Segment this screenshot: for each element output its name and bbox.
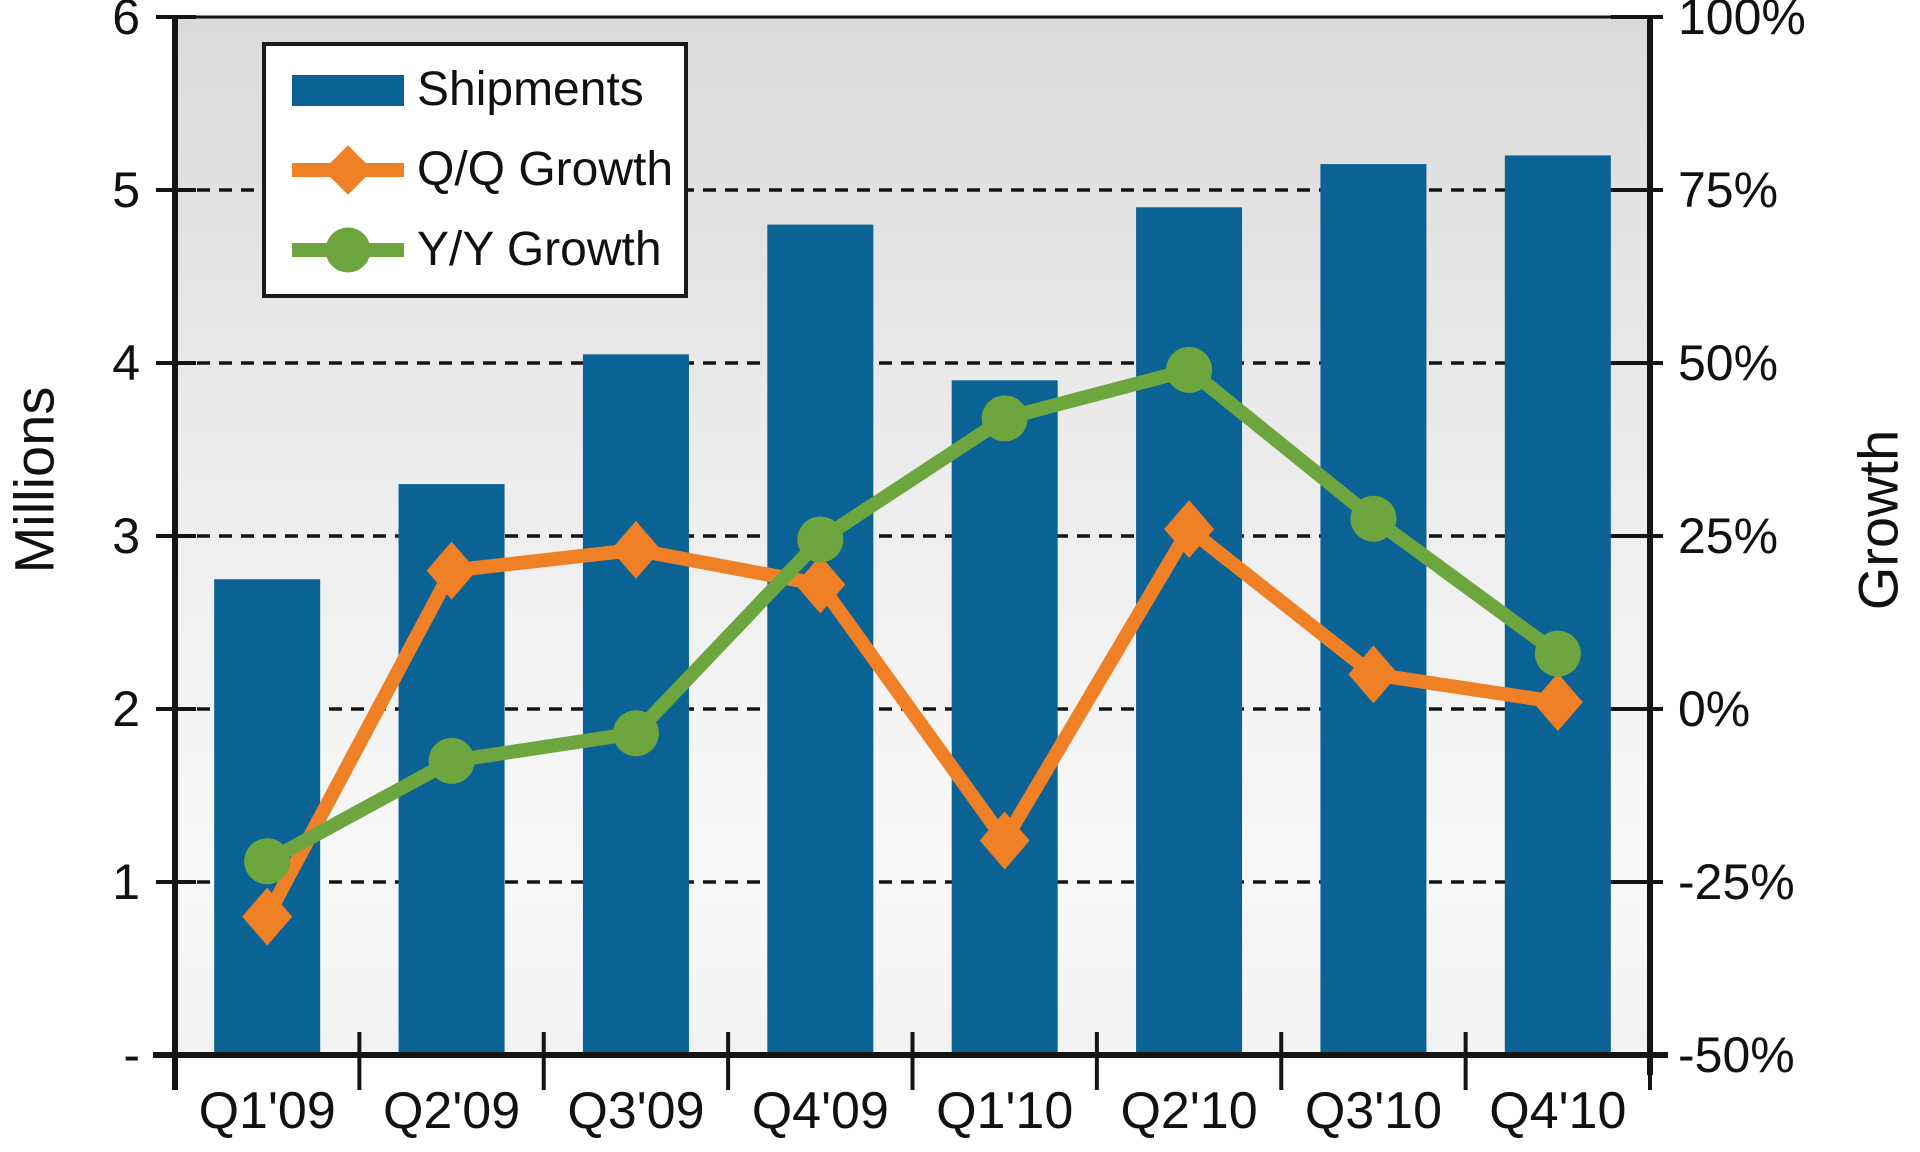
left-tick-label: 3 bbox=[112, 508, 140, 564]
right-tick-label: 0% bbox=[1678, 681, 1750, 737]
diamond-marker-icon bbox=[323, 145, 373, 195]
right-tick-label: 75% bbox=[1678, 162, 1778, 218]
right-tick-label: 50% bbox=[1678, 335, 1778, 391]
qq-growth-line bbox=[260, 522, 1565, 924]
legend-item-yy-growth: Y/Y Growth bbox=[292, 226, 680, 274]
left-tick-label: 4 bbox=[112, 335, 140, 391]
left-tick-label: 5 bbox=[112, 162, 140, 218]
yy-growth-marker-Q4'09 bbox=[797, 516, 844, 563]
qq-growth-line-swatch-icon bbox=[292, 145, 404, 195]
legend-item-qq-growth: Q/Q Growth bbox=[292, 143, 680, 196]
yy-growth-line-swatch-icon bbox=[292, 227, 404, 273]
right-tick-label: 100% bbox=[1678, 0, 1806, 45]
left-tick-label: - bbox=[123, 1027, 140, 1083]
yy-growth-marker-Q2'10 bbox=[1166, 346, 1213, 393]
legend: Shipments Q/Q Growth Y/Y Growth bbox=[262, 42, 688, 298]
bar-Q1'10 bbox=[951, 380, 1058, 1055]
qq-growth-marker-Q4'09 bbox=[795, 555, 846, 614]
bar-Q3'10 bbox=[1320, 164, 1427, 1056]
circle-marker-icon bbox=[325, 227, 371, 273]
bar-Q1'09 bbox=[214, 579, 321, 1055]
yy-growth-line bbox=[260, 362, 1565, 869]
x-tick-label: Q1'10 bbox=[936, 1082, 1073, 1140]
left-tick-label: 1 bbox=[112, 854, 140, 910]
x-tick-label: Q2'10 bbox=[1120, 1082, 1257, 1140]
yy-growth-marker-Q2'09 bbox=[428, 737, 475, 784]
x-tick-label: Q2'09 bbox=[383, 1082, 520, 1140]
bar-Q4'10 bbox=[1504, 155, 1611, 1055]
legend-label-qq-growth: Q/Q Growth bbox=[417, 143, 674, 196]
left-axis-title: Millions bbox=[2, 386, 66, 574]
yy-growth-marker-Q3'10 bbox=[1350, 495, 1397, 542]
left-tick-label: 6 bbox=[112, 0, 140, 45]
yy-growth-marker-Q4'10 bbox=[1534, 630, 1581, 677]
right-tick-label: 25% bbox=[1678, 508, 1778, 564]
x-tick-label: Q1'09 bbox=[199, 1082, 336, 1140]
x-tick-label: Q4'10 bbox=[1489, 1082, 1626, 1140]
bar-Q2'10 bbox=[1136, 207, 1243, 1056]
qq-growth-marker-Q1'09 bbox=[242, 887, 293, 946]
x-tick-label: Q4'09 bbox=[752, 1082, 889, 1140]
shipments-bar-swatch-icon bbox=[292, 74, 404, 106]
legend-label-yy-growth: Y/Y Growth bbox=[417, 223, 662, 276]
qq-growth-marker-Q2'10 bbox=[1164, 500, 1215, 559]
qq-growth-marker-Q3'09 bbox=[610, 520, 661, 579]
qq-growth-marker-Q2'09 bbox=[426, 541, 477, 600]
qq-growth-marker-Q1'10 bbox=[979, 811, 1030, 870]
qq-growth-marker-Q3'10 bbox=[1348, 645, 1399, 704]
right-axis-title: Growth bbox=[1846, 429, 1910, 611]
x-tick-label: Q3'09 bbox=[567, 1082, 704, 1140]
yy-growth-marker-Q1'10 bbox=[981, 395, 1028, 442]
bar-Q3'09 bbox=[582, 354, 689, 1056]
left-tick-label: 2 bbox=[112, 681, 140, 737]
legend-item-shipments: Shipments bbox=[292, 66, 680, 114]
right-tick-label: -50% bbox=[1678, 1027, 1795, 1083]
x-tick-label: Q3'10 bbox=[1305, 1082, 1442, 1140]
yy-growth-marker-Q3'09 bbox=[612, 710, 659, 757]
qq-growth-marker-Q4'10 bbox=[1532, 673, 1583, 732]
yy-growth-marker-Q1'09 bbox=[244, 838, 291, 885]
legend-label-shipments: Shipments bbox=[417, 63, 644, 116]
right-tick-label: -25% bbox=[1678, 854, 1795, 910]
